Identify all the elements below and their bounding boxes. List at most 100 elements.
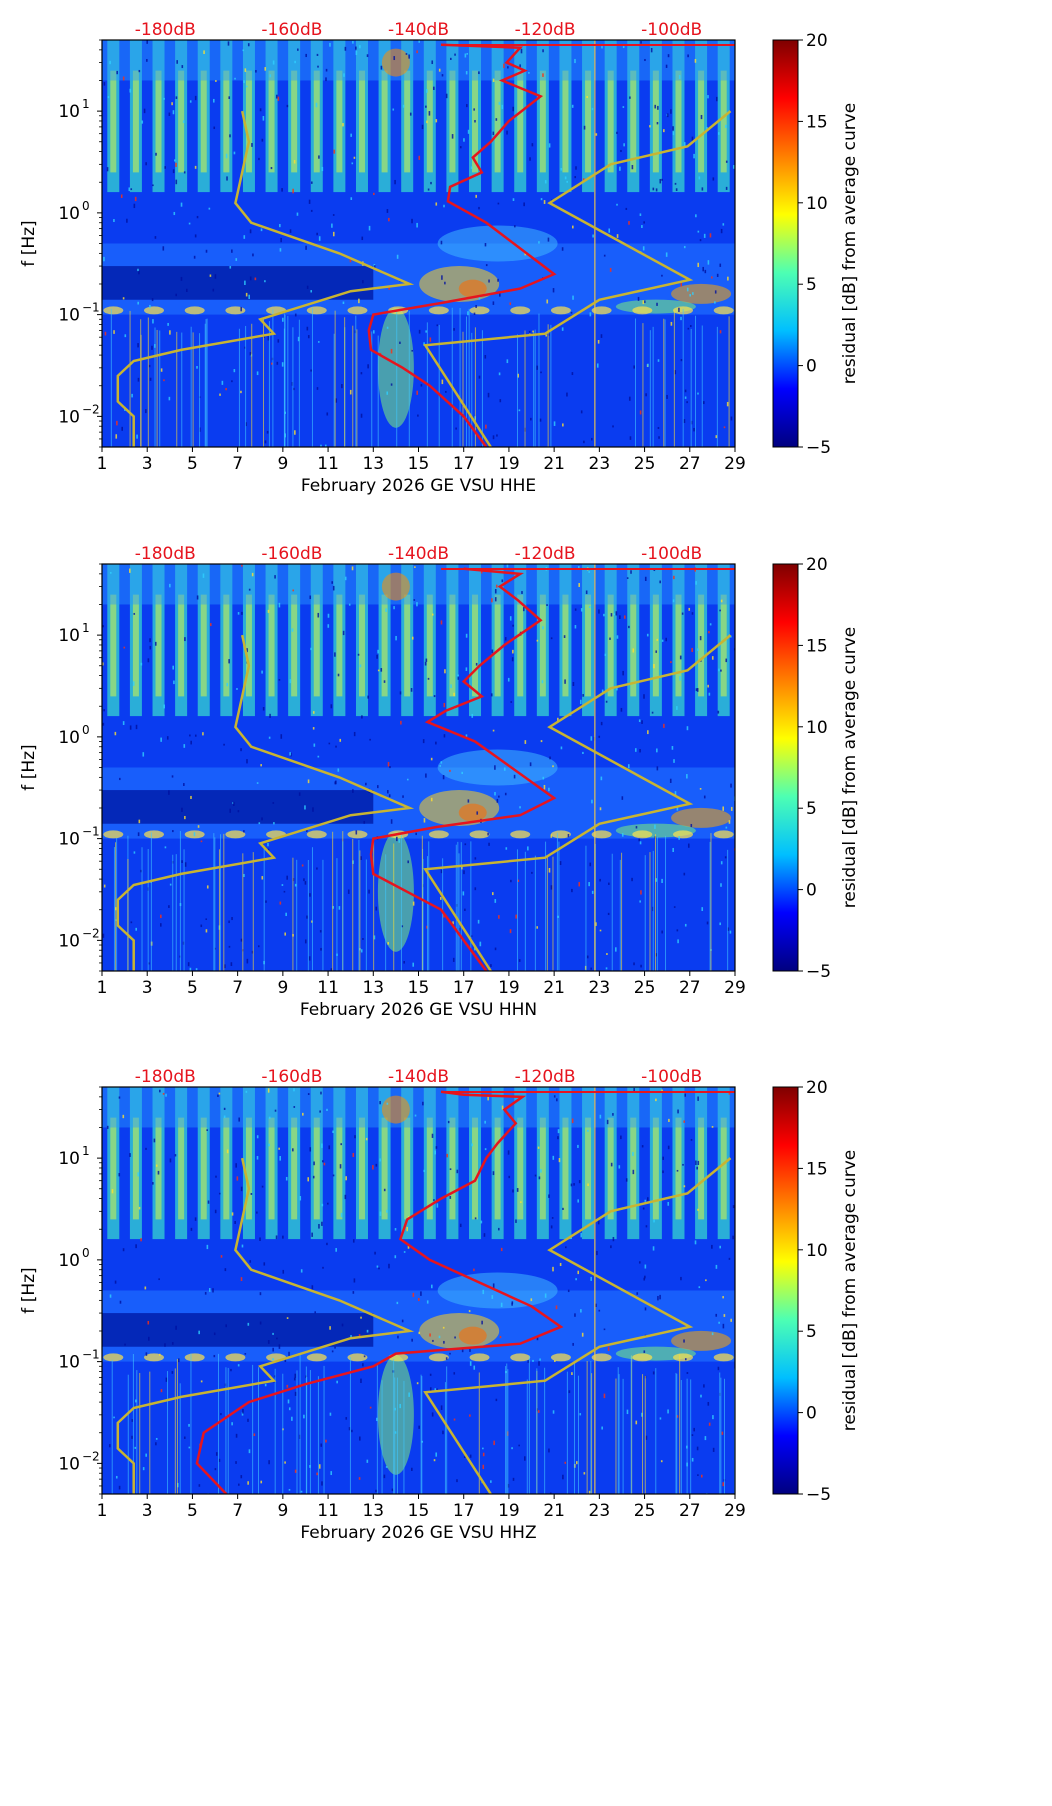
day-stripe-core xyxy=(585,594,592,697)
day-stripe-core xyxy=(675,70,682,173)
noise-speckle xyxy=(723,426,726,429)
noise-speckle xyxy=(126,218,128,223)
noise-speckle xyxy=(378,1267,380,1270)
y-axis-label: f [Hz] xyxy=(19,744,39,790)
noise-speckle xyxy=(548,1448,550,1453)
noise-speckle xyxy=(286,1317,289,1319)
noise-speckle xyxy=(719,1245,721,1249)
noise-speckle xyxy=(214,274,217,279)
noise-speckle xyxy=(207,1200,210,1204)
noise-speckle xyxy=(311,1285,314,1290)
noise-speckle xyxy=(423,342,425,346)
noise-speckle xyxy=(469,1348,471,1352)
noise-speckle xyxy=(588,882,590,887)
noise-speckle xyxy=(233,369,236,373)
noise-speckle xyxy=(459,146,462,149)
microseism-spot xyxy=(184,306,205,315)
y-tick-exponent: −1 xyxy=(82,825,100,839)
noise-speckle xyxy=(549,1492,552,1494)
noise-speckle xyxy=(700,1474,703,1478)
noise-speckle xyxy=(550,1225,553,1229)
y-tick-exponent: 0 xyxy=(82,723,90,737)
noise-speckle xyxy=(321,1221,323,1226)
noise-speckle xyxy=(655,650,658,653)
noise-speckle xyxy=(245,292,248,297)
noise-speckle xyxy=(484,355,487,359)
noise-speckle xyxy=(454,53,456,56)
noise-speckle xyxy=(522,607,525,612)
noise-speckle xyxy=(707,1401,710,1406)
noise-speckle xyxy=(249,352,252,356)
noise-speckle xyxy=(678,307,680,312)
noise-speckle xyxy=(293,1088,295,1092)
noise-speckle xyxy=(702,401,705,405)
noise-speckle xyxy=(172,110,175,115)
noise-speckle xyxy=(442,1326,445,1329)
day-stripe-core xyxy=(720,70,727,173)
noise-speckle xyxy=(689,325,692,328)
noise-speckle xyxy=(168,112,171,116)
noise-speckle xyxy=(114,731,117,736)
noise-speckle xyxy=(269,713,271,718)
noise-speckle xyxy=(400,720,402,725)
noise-speckle xyxy=(487,832,489,836)
noise-speckle xyxy=(422,1101,424,1106)
storm-blob xyxy=(671,807,732,828)
noise-speckle xyxy=(699,787,702,790)
noise-speckle xyxy=(212,1288,214,1293)
noise-speckle xyxy=(244,1353,247,1355)
noise-speckle xyxy=(205,918,208,921)
noise-speckle xyxy=(334,1346,336,1349)
noise-speckle xyxy=(695,581,697,585)
noise-speckle xyxy=(171,102,173,106)
noise-speckle xyxy=(653,1219,655,1223)
noise-speckle xyxy=(153,1138,156,1143)
noise-speckle xyxy=(625,1178,628,1182)
noise-speckle xyxy=(626,577,629,579)
noise-speckle xyxy=(243,873,245,878)
noise-speckle xyxy=(272,60,275,65)
noise-speckle xyxy=(406,1226,409,1232)
noise-speckle xyxy=(146,40,149,44)
noise-speckle xyxy=(352,1291,355,1294)
day-stripe-core xyxy=(426,594,433,697)
noise-speckle xyxy=(260,764,262,767)
noise-speckle xyxy=(443,702,446,708)
noise-speckle xyxy=(351,162,354,165)
noise-speckle xyxy=(353,731,356,737)
noise-speckle xyxy=(716,273,719,277)
noise-speckle xyxy=(345,1176,347,1181)
noise-speckle xyxy=(466,104,468,108)
noise-speckle xyxy=(512,624,514,627)
noise-speckle xyxy=(635,826,638,829)
noise-speckle xyxy=(399,1403,402,1409)
noise-speckle xyxy=(548,1194,550,1198)
noise-speckle xyxy=(732,1205,735,1209)
noise-speckle xyxy=(572,295,574,300)
noise-speckle xyxy=(198,1484,201,1487)
noise-speckle xyxy=(449,1195,452,1199)
noise-speckle xyxy=(188,222,191,225)
noise-speckle xyxy=(435,1146,438,1149)
noise-speckle xyxy=(557,1136,559,1140)
noise-speckle xyxy=(656,638,659,641)
noise-speckle xyxy=(608,168,611,170)
noise-speckle xyxy=(564,1461,567,1464)
noise-speckle xyxy=(272,1358,274,1361)
noise-speckle xyxy=(360,1316,362,1319)
noise-speckle xyxy=(632,1152,634,1156)
noise-speckle xyxy=(218,1458,221,1462)
noise-speckle xyxy=(320,947,322,951)
noise-speckle xyxy=(473,312,476,315)
noise-model-high-curve xyxy=(423,1157,732,1494)
y-tick-label: 10 xyxy=(58,102,80,122)
noise-speckle xyxy=(281,362,284,367)
noise-speckle xyxy=(122,76,125,81)
x-tick-label: 29 xyxy=(724,1501,746,1521)
noise-speckle xyxy=(218,1092,221,1095)
noise-speckle xyxy=(722,1296,724,1299)
noise-speckle xyxy=(708,631,710,634)
noise-speckle xyxy=(702,266,705,272)
colorbar-tick-label: 0 xyxy=(806,881,817,901)
noise-speckle xyxy=(683,872,686,876)
